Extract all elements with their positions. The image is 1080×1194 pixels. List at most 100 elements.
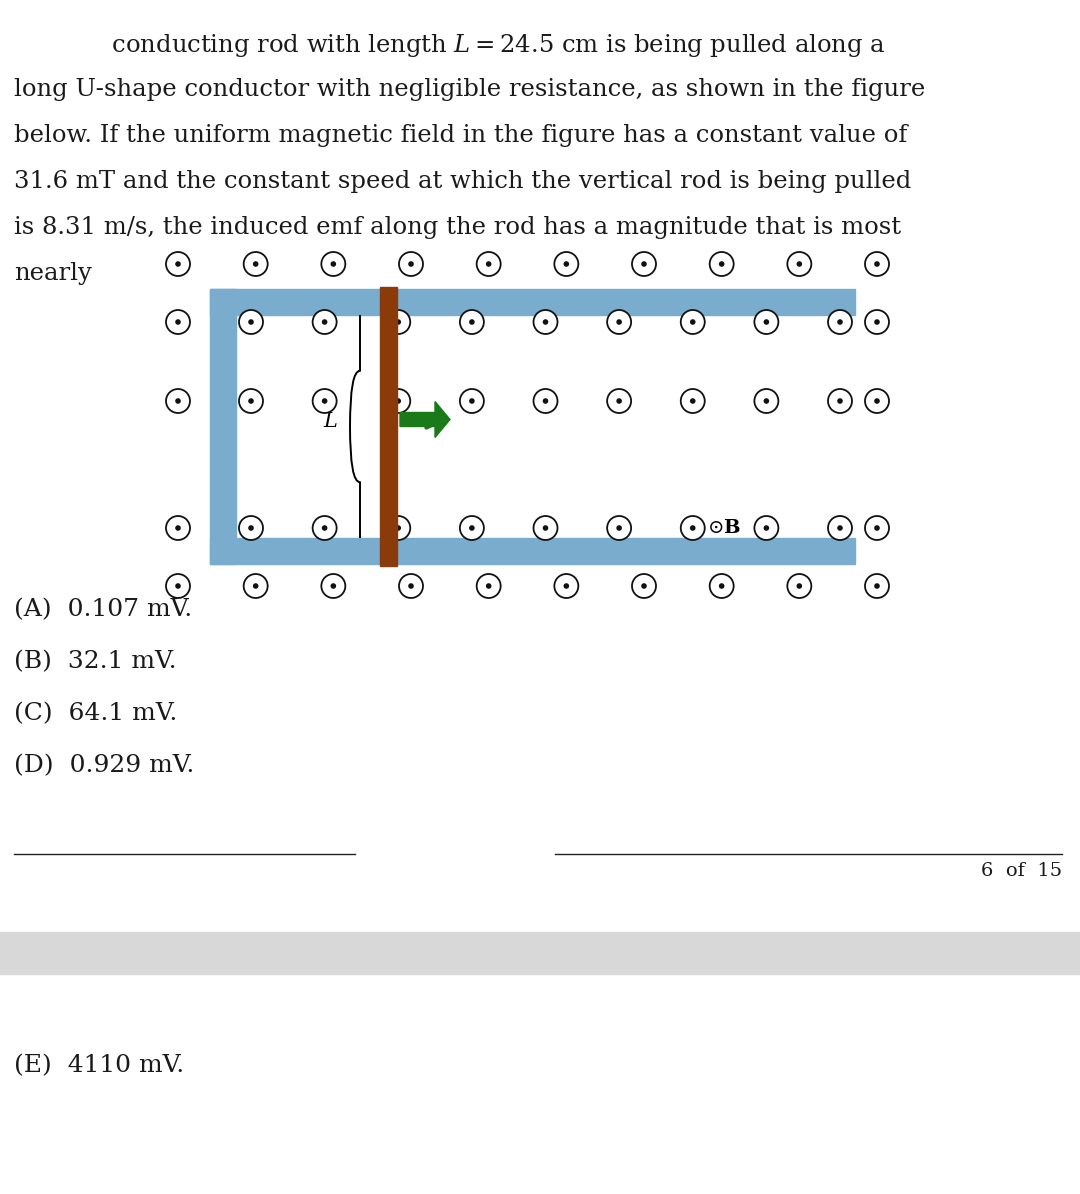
Circle shape	[719, 261, 725, 266]
Bar	[210, 538, 855, 564]
Circle shape	[754, 389, 779, 413]
Polygon shape	[400, 401, 450, 437]
Circle shape	[710, 574, 733, 598]
Circle shape	[322, 399, 327, 404]
Circle shape	[607, 516, 631, 540]
Circle shape	[543, 399, 549, 404]
Circle shape	[175, 399, 180, 404]
Circle shape	[166, 252, 190, 276]
Circle shape	[719, 583, 725, 589]
Circle shape	[828, 310, 852, 334]
Circle shape	[874, 583, 880, 589]
Bar	[237, 315, 855, 538]
Text: (D)  0.929 mV.: (D) 0.929 mV.	[14, 753, 194, 777]
Circle shape	[690, 525, 696, 531]
Circle shape	[460, 389, 484, 413]
Circle shape	[322, 252, 346, 276]
Circle shape	[387, 516, 410, 540]
Circle shape	[387, 389, 410, 413]
Text: 31.6 mT and the constant speed at which the vertical rod is being pulled: 31.6 mT and the constant speed at which …	[14, 170, 912, 193]
Circle shape	[564, 261, 569, 266]
Circle shape	[312, 389, 337, 413]
Circle shape	[248, 399, 254, 404]
Circle shape	[865, 252, 889, 276]
Circle shape	[476, 574, 501, 598]
Circle shape	[554, 252, 578, 276]
Circle shape	[617, 319, 622, 325]
Circle shape	[253, 261, 258, 266]
Circle shape	[486, 261, 491, 266]
Circle shape	[399, 252, 423, 276]
Circle shape	[690, 399, 696, 404]
Circle shape	[787, 252, 811, 276]
Circle shape	[534, 310, 557, 334]
Circle shape	[166, 516, 190, 540]
Circle shape	[408, 261, 414, 266]
Circle shape	[239, 310, 264, 334]
Circle shape	[874, 261, 880, 266]
Circle shape	[239, 389, 264, 413]
Circle shape	[680, 389, 705, 413]
Circle shape	[175, 583, 180, 589]
Circle shape	[797, 583, 802, 589]
Circle shape	[797, 261, 802, 266]
Circle shape	[543, 319, 549, 325]
Circle shape	[632, 252, 656, 276]
Circle shape	[865, 574, 889, 598]
Circle shape	[680, 516, 705, 540]
Circle shape	[754, 310, 779, 334]
Bar	[380, 287, 397, 566]
Circle shape	[828, 389, 852, 413]
Circle shape	[330, 583, 336, 589]
Bar	[0, 933, 1080, 974]
Circle shape	[399, 574, 423, 598]
Circle shape	[248, 525, 254, 531]
Circle shape	[248, 319, 254, 325]
Circle shape	[239, 516, 264, 540]
Text: conducting rod with length $L = 24.5$ cm is being pulled along a: conducting rod with length $L = 24.5$ cm…	[104, 32, 886, 59]
Circle shape	[690, 319, 696, 325]
Circle shape	[874, 399, 880, 404]
Circle shape	[175, 261, 180, 266]
Circle shape	[837, 319, 842, 325]
Circle shape	[554, 574, 578, 598]
Circle shape	[617, 525, 622, 531]
Circle shape	[253, 583, 258, 589]
Circle shape	[476, 252, 501, 276]
Circle shape	[764, 319, 769, 325]
Circle shape	[244, 252, 268, 276]
Circle shape	[166, 389, 190, 413]
Circle shape	[486, 583, 491, 589]
Circle shape	[322, 525, 327, 531]
Circle shape	[469, 399, 475, 404]
Circle shape	[642, 583, 647, 589]
Circle shape	[387, 310, 410, 334]
Circle shape	[837, 399, 842, 404]
Text: (B)  32.1 mV.: (B) 32.1 mV.	[14, 650, 177, 673]
Circle shape	[865, 310, 889, 334]
Circle shape	[607, 310, 631, 334]
Circle shape	[330, 261, 336, 266]
Text: below. If the uniform magnetic field in the figure has a constant value of: below. If the uniform magnetic field in …	[14, 124, 907, 147]
Circle shape	[764, 399, 769, 404]
Circle shape	[322, 574, 346, 598]
Circle shape	[175, 319, 180, 325]
Circle shape	[865, 516, 889, 540]
Circle shape	[460, 310, 484, 334]
Circle shape	[642, 261, 647, 266]
Circle shape	[312, 310, 337, 334]
Circle shape	[828, 516, 852, 540]
Circle shape	[632, 574, 656, 598]
Bar	[210, 289, 855, 315]
Circle shape	[543, 525, 549, 531]
Circle shape	[244, 574, 268, 598]
Text: (C)  64.1 mV.: (C) 64.1 mV.	[14, 702, 177, 725]
Circle shape	[564, 583, 569, 589]
Circle shape	[166, 574, 190, 598]
Text: 6  of  15: 6 of 15	[981, 862, 1062, 880]
Circle shape	[787, 574, 811, 598]
Text: nearly: nearly	[14, 261, 92, 285]
Circle shape	[175, 525, 180, 531]
Text: (E)  4110 mV.: (E) 4110 mV.	[14, 1054, 185, 1077]
Circle shape	[395, 399, 401, 404]
